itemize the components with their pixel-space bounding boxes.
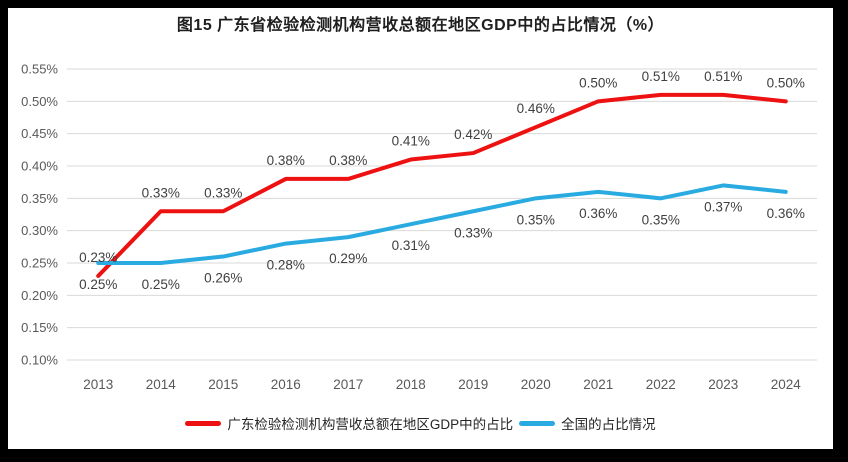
y-axis-tick-label: 0.20% bbox=[21, 288, 58, 303]
data-label: 0.51% bbox=[642, 69, 680, 84]
data-label: 0.23% bbox=[79, 250, 117, 265]
y-axis-tick-label: 0.25% bbox=[21, 256, 58, 271]
y-axis-tick-label: 0.15% bbox=[21, 320, 58, 335]
x-axis-tick-label: 2024 bbox=[771, 377, 802, 392]
data-label: 0.50% bbox=[767, 75, 805, 90]
y-axis-tick-label: 0.50% bbox=[21, 94, 58, 109]
x-axis-tick-label: 2014 bbox=[146, 377, 177, 392]
data-label: 0.26% bbox=[204, 271, 242, 286]
legend-swatch-blue-line bbox=[519, 420, 556, 426]
legend: 广东检验检测机构营收总额在地区GDP中的占比 全国的占比情况 bbox=[8, 406, 833, 440]
x-axis-tick-label: 2013 bbox=[83, 377, 113, 392]
data-label: 0.29% bbox=[329, 251, 367, 266]
x-axis-tick-label: 2022 bbox=[646, 377, 676, 392]
series-line-national bbox=[96, 183, 788, 265]
x-axis-tick-label: 2018 bbox=[396, 377, 426, 392]
chart-title: 图15 广东省检验检测机构营收总额在地区GDP中的占比情况（%） bbox=[176, 17, 665, 34]
x-axis-tick-label: 2017 bbox=[333, 377, 363, 392]
data-label: 0.28% bbox=[267, 258, 305, 273]
x-axis-tick-label: 2015 bbox=[208, 377, 238, 392]
data-label: 0.33% bbox=[204, 185, 242, 200]
data-label: 0.38% bbox=[329, 153, 367, 168]
legend-item-national: 全国的占比情况 bbox=[519, 413, 656, 433]
x-axis-tick-label: 2019 bbox=[458, 377, 488, 392]
x-axis-tick-label: 2020 bbox=[521, 377, 551, 392]
legend-label-guangdong: 广东检验检测机构营收总额在地区GDP中的占比 bbox=[227, 417, 514, 432]
data-label: 0.35% bbox=[642, 212, 680, 227]
data-label: 0.36% bbox=[767, 206, 805, 221]
y-axis-tick-label: 0.40% bbox=[21, 159, 58, 174]
data-label: 0.42% bbox=[454, 127, 492, 142]
y-axis-tick-label: 0.10% bbox=[21, 353, 58, 368]
data-label: 0.36% bbox=[579, 206, 617, 221]
data-label: 0.31% bbox=[392, 238, 430, 253]
data-label: 0.38% bbox=[267, 153, 305, 168]
data-label: 0.51% bbox=[704, 69, 742, 84]
x-axis-tick-label: 2023 bbox=[708, 377, 738, 392]
series-line-guangdong bbox=[96, 92, 788, 278]
x-axis-tick-label: 2016 bbox=[271, 377, 301, 392]
data-label: 0.50% bbox=[579, 75, 617, 90]
data-label: 0.37% bbox=[704, 199, 742, 214]
data-label: 0.35% bbox=[517, 212, 555, 227]
data-label: 0.25% bbox=[142, 277, 180, 292]
y-axis-tick-label: 0.45% bbox=[21, 126, 58, 141]
data-label: 0.33% bbox=[454, 225, 492, 240]
data-label: 0.46% bbox=[517, 101, 555, 116]
legend-swatch-red-line bbox=[185, 420, 222, 426]
data-label: 0.33% bbox=[142, 185, 180, 200]
legend-label-national: 全国的占比情况 bbox=[561, 417, 656, 432]
x-axis-tick-label: 2021 bbox=[583, 377, 613, 392]
legend-item-guangdong: 广东检验检测机构营收总额在地区GDP中的占比 bbox=[185, 413, 513, 433]
y-axis-tick-label: 0.35% bbox=[21, 191, 58, 206]
y-axis-tick-label: 0.30% bbox=[21, 223, 58, 238]
data-label: 0.25% bbox=[79, 277, 117, 292]
y-axis-tick-label: 0.55% bbox=[21, 62, 58, 77]
data-label: 0.41% bbox=[392, 134, 430, 149]
